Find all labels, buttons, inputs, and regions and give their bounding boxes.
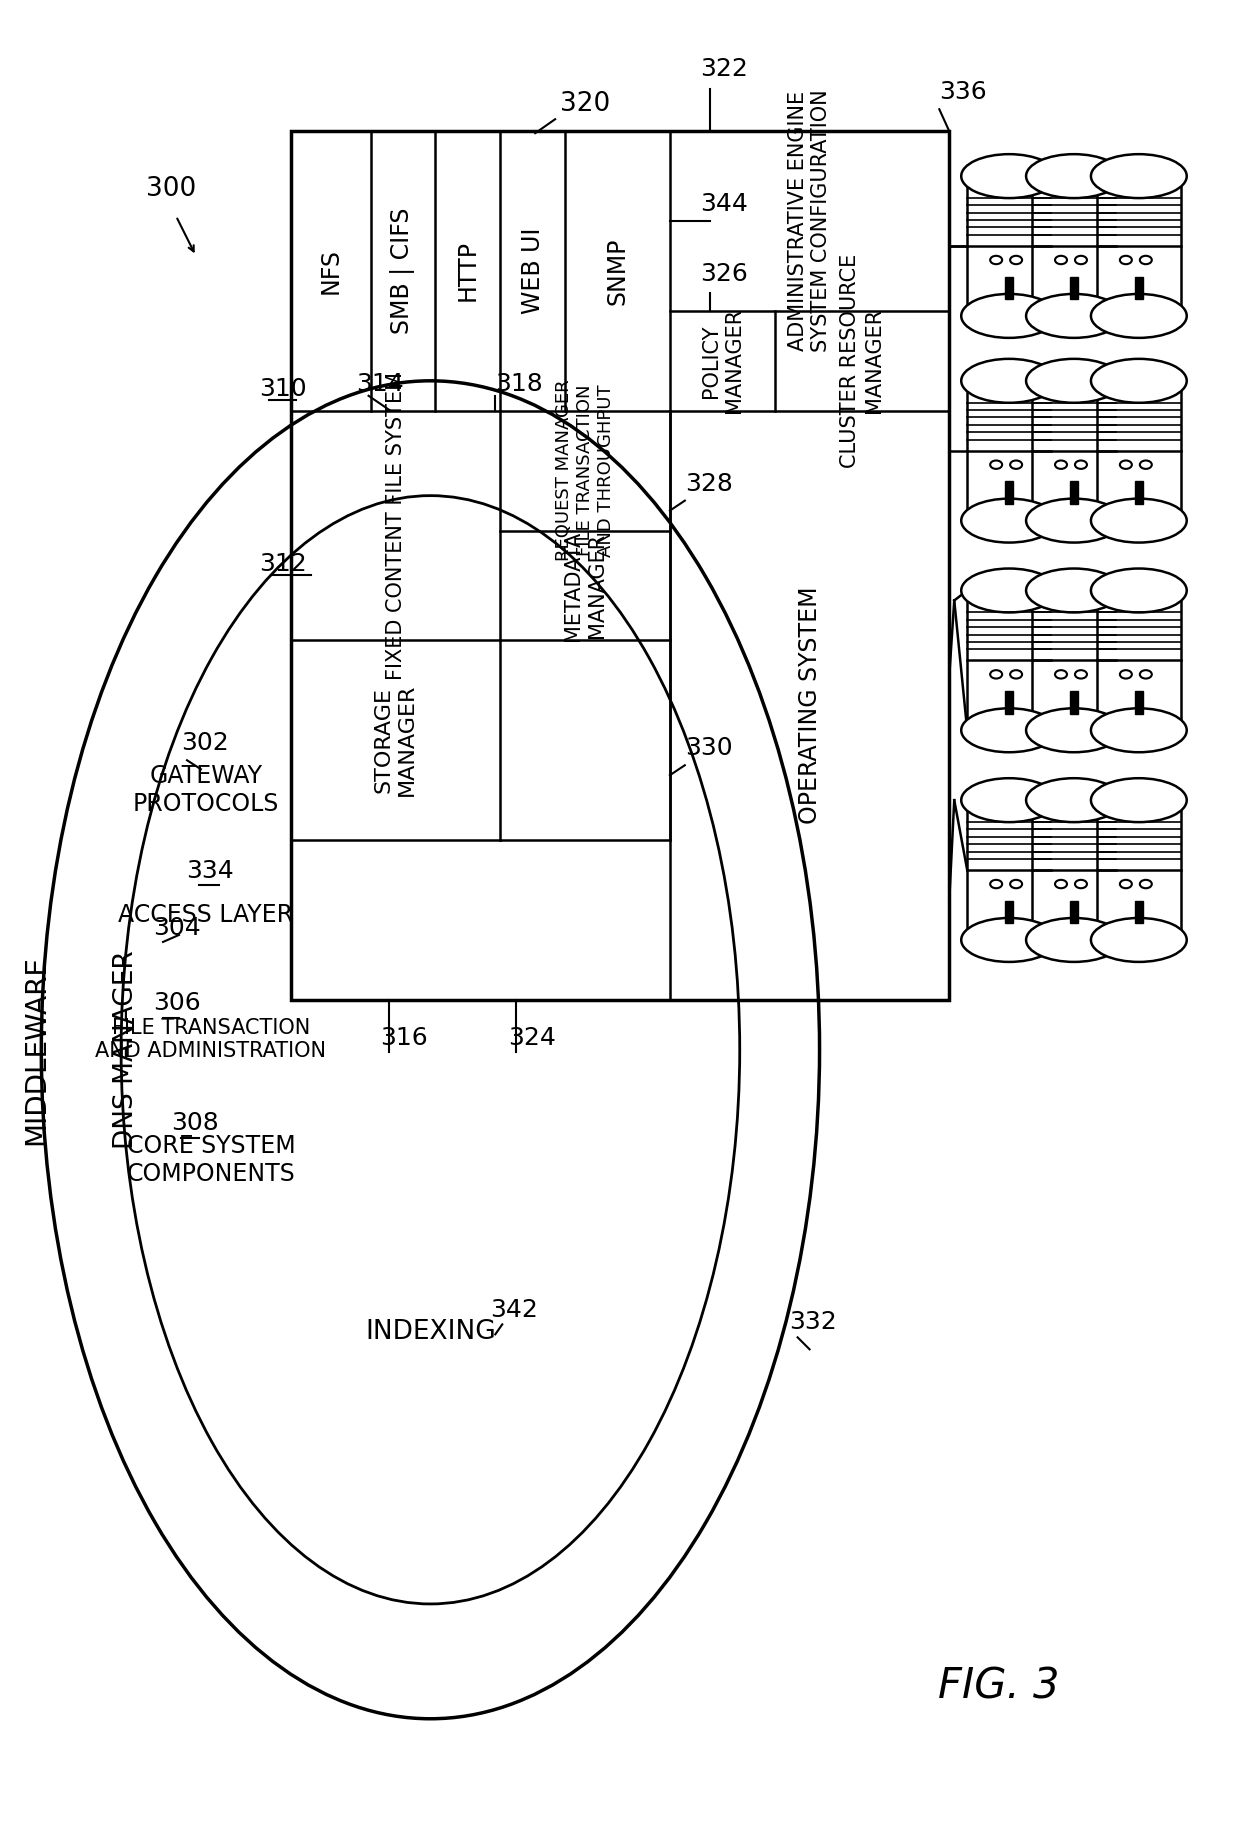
Bar — [1097, 590, 1180, 731]
Ellipse shape — [961, 918, 1056, 962]
Bar — [1097, 800, 1180, 940]
Bar — [1070, 900, 1078, 924]
Text: INDEXING: INDEXING — [365, 1319, 496, 1345]
Text: 312: 312 — [259, 552, 306, 576]
Text: GATEWAY
PROTOCOLS: GATEWAY PROTOCOLS — [133, 763, 279, 816]
Text: HTTP: HTTP — [456, 241, 480, 301]
Text: ADMINISTRATIVE ENGINE
SYSTEM CONFIGURATION: ADMINISTRATIVE ENGINE SYSTEM CONFIGURATI… — [787, 89, 831, 352]
Bar — [1032, 800, 1116, 940]
Ellipse shape — [1091, 918, 1187, 962]
Text: METADATA
MANAGER: METADATA MANAGER — [563, 530, 606, 641]
Text: FIXED CONTENT FILE SYSTEM: FIXED CONTENT FILE SYSTEM — [386, 372, 405, 680]
Text: POLICY
MANAGER: POLICY MANAGER — [701, 308, 744, 414]
Ellipse shape — [1025, 568, 1122, 612]
Ellipse shape — [1091, 293, 1187, 337]
Text: 332: 332 — [790, 1310, 837, 1334]
Text: WEB UI: WEB UI — [521, 228, 544, 313]
Text: CLUSTER RESOURCE
MANAGER: CLUSTER RESOURCE MANAGER — [841, 253, 884, 468]
Bar — [1006, 900, 1013, 924]
Ellipse shape — [961, 568, 1056, 612]
Text: SMB | CIFS: SMB | CIFS — [391, 208, 415, 333]
Bar — [1135, 691, 1143, 714]
Bar — [1006, 691, 1013, 714]
Text: 322: 322 — [699, 56, 748, 82]
Ellipse shape — [1025, 778, 1122, 822]
Text: MIDDLEWARE: MIDDLEWARE — [22, 955, 51, 1144]
Text: 304: 304 — [153, 916, 201, 940]
Text: 328: 328 — [684, 472, 733, 496]
Text: 334: 334 — [186, 858, 233, 884]
Ellipse shape — [1025, 155, 1122, 199]
Bar — [1097, 177, 1180, 315]
Bar — [967, 590, 1052, 731]
Text: FIG. 3: FIG. 3 — [939, 1665, 1060, 1707]
Text: 316: 316 — [381, 1026, 428, 1049]
Bar — [967, 381, 1052, 521]
Bar — [1070, 481, 1078, 505]
Ellipse shape — [1091, 709, 1187, 752]
Text: ACCESS LAYER: ACCESS LAYER — [118, 904, 294, 927]
Text: 310: 310 — [259, 377, 306, 401]
Text: 302: 302 — [181, 731, 228, 756]
Ellipse shape — [1091, 499, 1187, 543]
Bar — [1032, 381, 1116, 521]
Text: 342: 342 — [490, 1299, 538, 1323]
Text: 306: 306 — [153, 991, 201, 1015]
Ellipse shape — [1091, 359, 1187, 403]
Text: 344: 344 — [699, 191, 748, 217]
Text: SNMP: SNMP — [605, 237, 630, 304]
Ellipse shape — [961, 293, 1056, 337]
Ellipse shape — [1091, 155, 1187, 199]
Bar — [1135, 277, 1143, 299]
Ellipse shape — [961, 359, 1056, 403]
Bar — [1032, 590, 1116, 731]
Ellipse shape — [1025, 359, 1122, 403]
Bar — [1070, 277, 1078, 299]
Bar — [1097, 381, 1180, 521]
Ellipse shape — [1025, 709, 1122, 752]
Text: 318: 318 — [495, 372, 543, 395]
Text: OPERATING SYSTEM: OPERATING SYSTEM — [797, 587, 822, 824]
Text: 336: 336 — [939, 80, 987, 104]
Ellipse shape — [1091, 568, 1187, 612]
Text: 330: 330 — [684, 736, 733, 760]
Ellipse shape — [961, 499, 1056, 543]
Bar — [1135, 481, 1143, 505]
Text: 326: 326 — [699, 262, 748, 286]
Ellipse shape — [1025, 918, 1122, 962]
Bar — [1006, 481, 1013, 505]
Text: 314: 314 — [357, 372, 404, 395]
Text: CORE SYSTEM
COMPONENTS: CORE SYSTEM COMPONENTS — [126, 1133, 295, 1186]
Ellipse shape — [1025, 499, 1122, 543]
Text: 320: 320 — [560, 91, 610, 117]
Bar — [1135, 900, 1143, 924]
Bar — [1006, 277, 1013, 299]
Text: NFS: NFS — [319, 248, 342, 293]
Ellipse shape — [1025, 293, 1122, 337]
Bar — [967, 800, 1052, 940]
Bar — [967, 177, 1052, 315]
Text: 324: 324 — [508, 1026, 556, 1049]
Ellipse shape — [961, 709, 1056, 752]
Text: 300: 300 — [146, 177, 196, 202]
Ellipse shape — [961, 778, 1056, 822]
Ellipse shape — [961, 155, 1056, 199]
Text: STORAGE
MANAGER: STORAGE MANAGER — [374, 683, 417, 796]
Text: DNS MANAGER: DNS MANAGER — [113, 951, 139, 1150]
Bar — [1070, 691, 1078, 714]
Ellipse shape — [1091, 778, 1187, 822]
Text: REQUEST MANAGER
FILE TRANSACTION
AND THROUGHPUT: REQUEST MANAGER FILE TRANSACTION AND THR… — [556, 379, 615, 561]
Bar — [290, 131, 950, 1000]
Text: FILE TRANSACTION
AND ADMINISTRATION: FILE TRANSACTION AND ADMINISTRATION — [95, 1018, 326, 1062]
Text: 308: 308 — [171, 1111, 218, 1135]
Bar — [1032, 177, 1116, 315]
